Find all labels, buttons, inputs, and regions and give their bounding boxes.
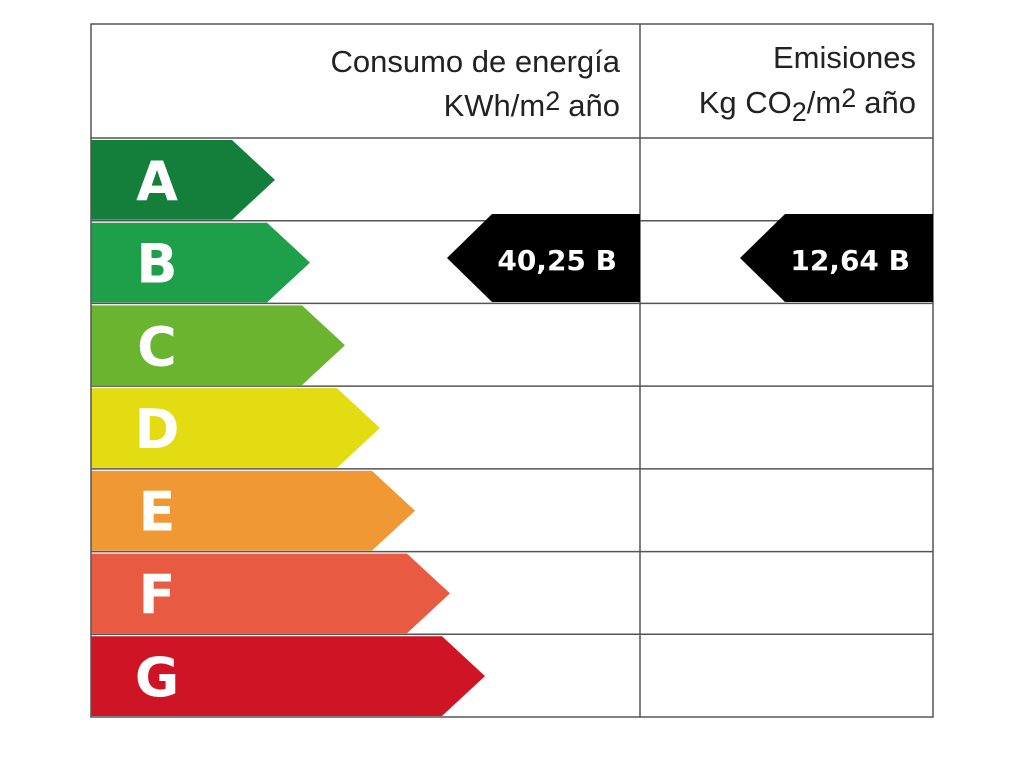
emissions-title: Emisiones — [773, 40, 916, 75]
unit-sup: 2 — [545, 86, 560, 116]
emissions-unit: Kg CO2/m2 año — [699, 83, 916, 127]
unit-part: KWh/m — [444, 88, 546, 123]
unit-sub: 2 — [792, 97, 807, 127]
result-label: 12,64 B — [790, 244, 910, 277]
result-arrow — [740, 214, 933, 302]
grid — [90, 23, 934, 718]
energy-title: Consumo de energía — [330, 44, 620, 79]
unit-part: /m — [807, 85, 841, 120]
rating-arrow — [91, 305, 345, 386]
rating-letter: A — [136, 150, 178, 213]
rating-letter: B — [136, 233, 177, 296]
rating-letter: D — [135, 398, 180, 461]
unit-part: Kg CO — [699, 85, 792, 120]
rating-arrow — [91, 388, 380, 468]
result-label: 40,25 B — [497, 244, 617, 277]
rating-arrow — [91, 553, 450, 634]
rating-letter: E — [139, 481, 176, 544]
emissions-result: 12,64 B — [740, 214, 933, 302]
rating-arrow — [91, 222, 310, 303]
result-arrow — [447, 214, 640, 302]
energy-unit: KWh/m2 año — [444, 86, 620, 123]
unit-part: año — [864, 85, 916, 120]
rating-letter: C — [137, 315, 177, 378]
rating-letter: F — [139, 563, 176, 626]
rating-arrow — [91, 140, 275, 220]
table-border — [90, 23, 934, 718]
rating-arrow — [91, 470, 415, 551]
rating-letter: G — [135, 646, 179, 709]
unit-sup: 2 — [841, 83, 856, 113]
energy-result: 40,25 B — [447, 214, 640, 302]
unit-part: año — [568, 88, 620, 123]
rating-arrow — [91, 636, 485, 716]
